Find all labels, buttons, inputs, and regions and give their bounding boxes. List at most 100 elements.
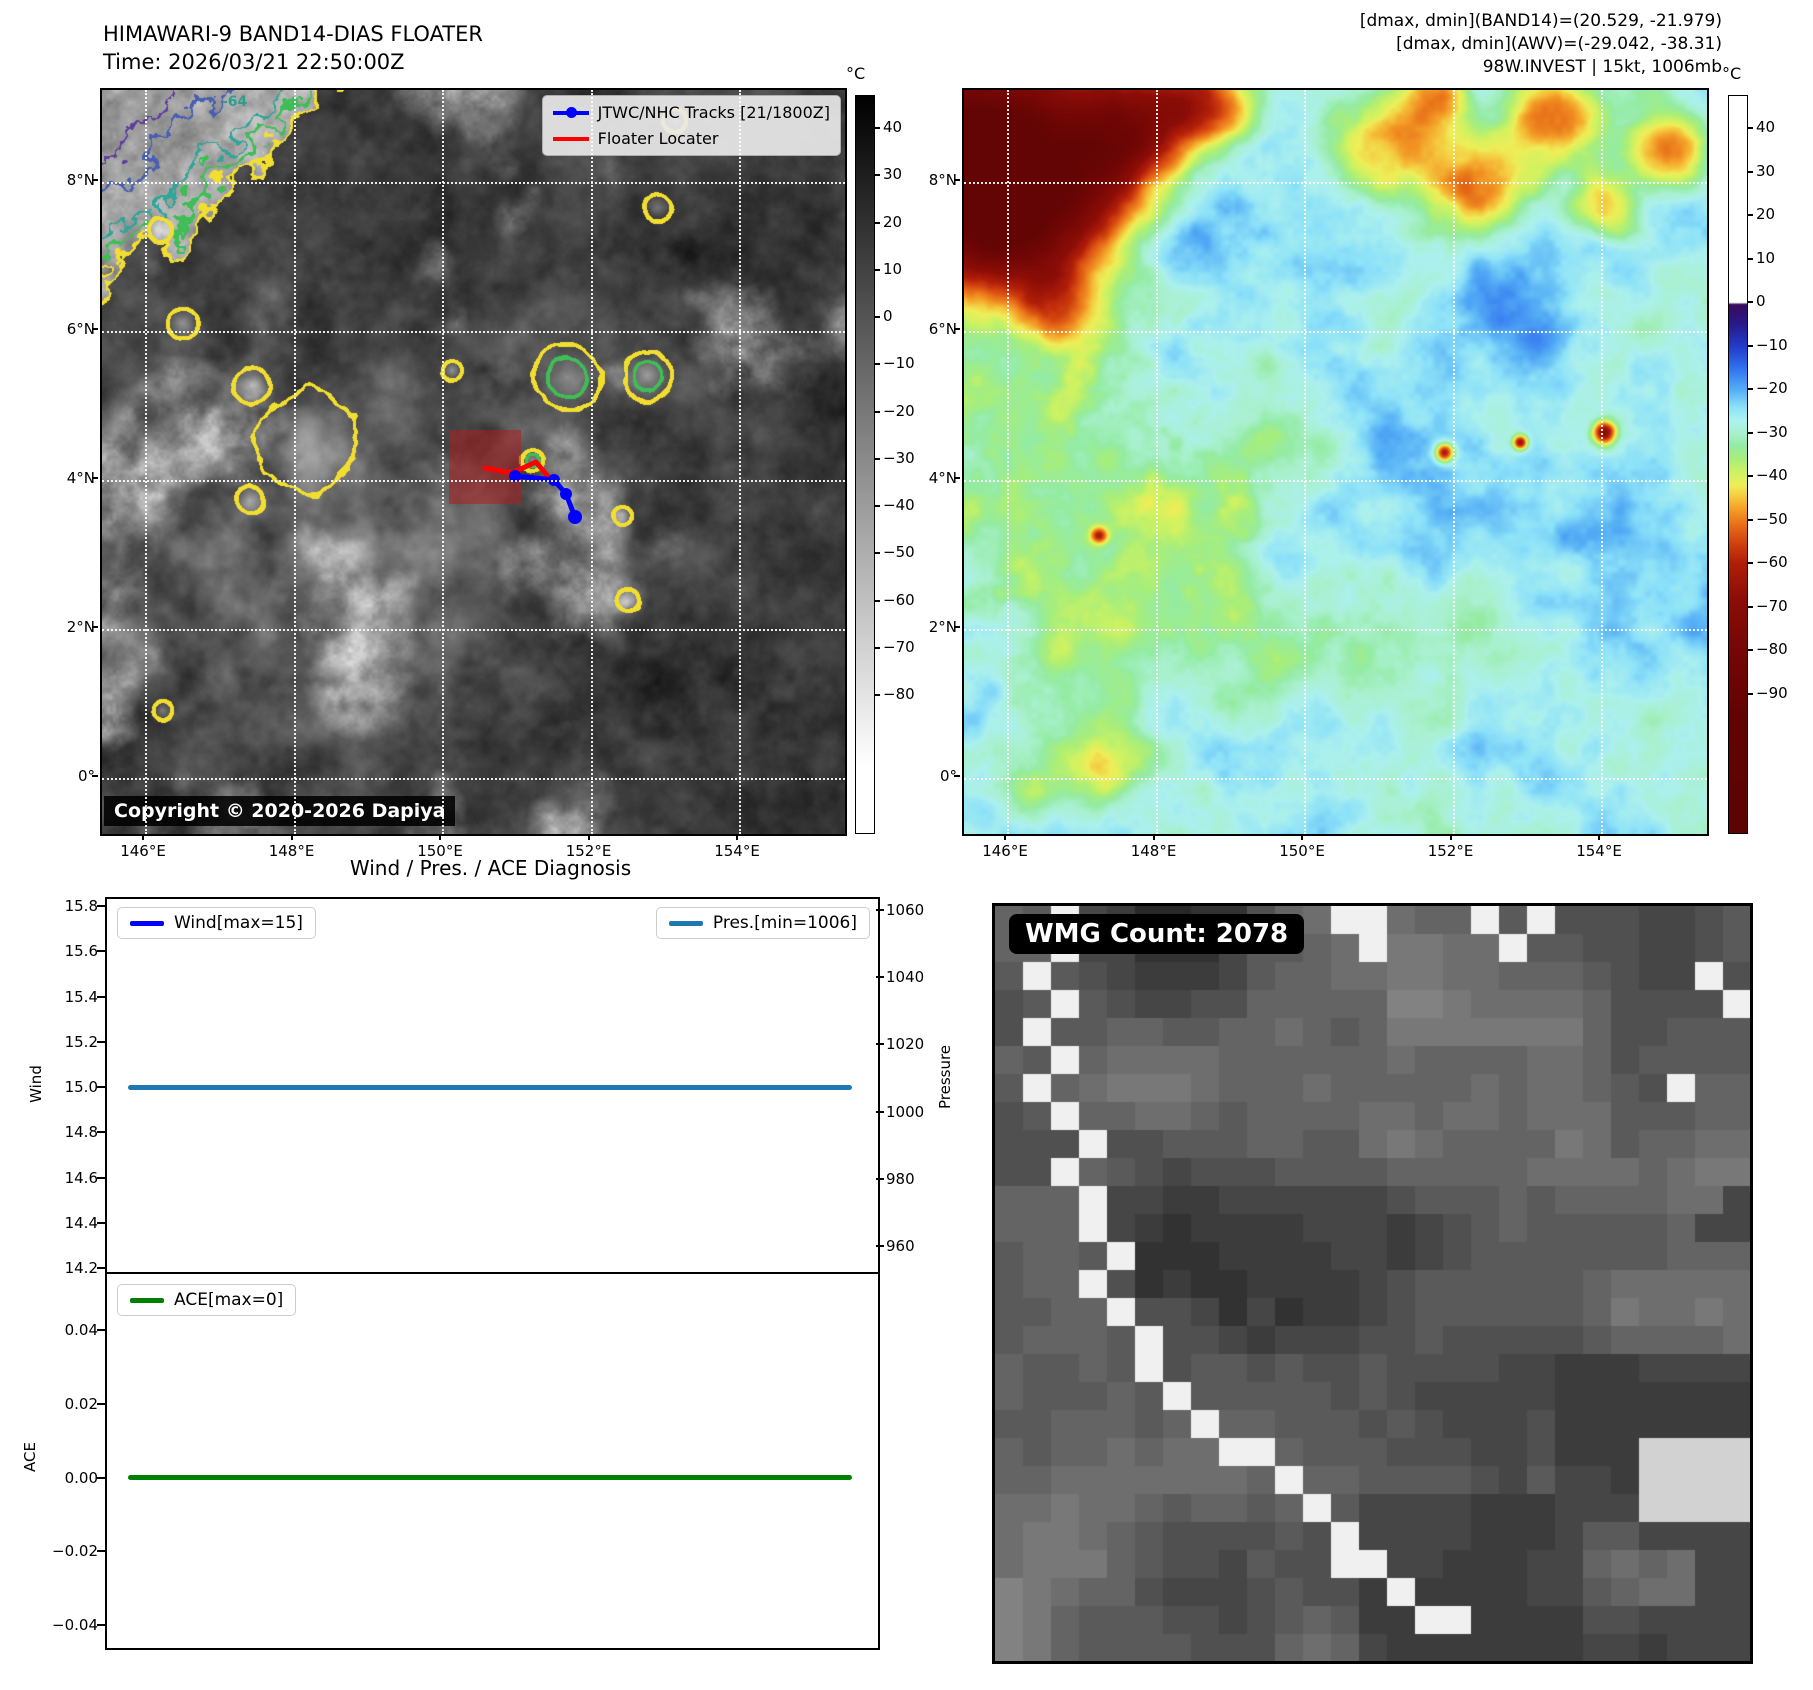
legend-row-floater: Floater Locater: [552, 129, 830, 148]
colorbar-tick-mark: [874, 646, 880, 649]
gridline-vertical: [590, 90, 593, 834]
lat-tick-label: 8°N: [928, 171, 957, 189]
contour-label: -64: [222, 94, 248, 110]
axis-tick-mark: [92, 328, 98, 330]
lon-tick-label: 152°E: [565, 842, 612, 860]
lat-tick-label: 0°: [77, 767, 95, 785]
gridline-horizontal: [964, 331, 1707, 333]
lon-tick-label: 148°E: [1130, 842, 1177, 860]
colorbar-tick-mark: [1747, 127, 1753, 129]
axis-tick-mark: [97, 1221, 105, 1224]
ace-tick-label: −0.02: [52, 1542, 98, 1561]
awv-colorbar-tick-label: 20: [1756, 205, 1776, 223]
awv-colorbar-tick-label: −90: [1756, 683, 1788, 702]
band14-colorbar: [855, 95, 875, 834]
ace-tick-label: 0.04: [64, 1321, 98, 1339]
lon-tick-label: 152°E: [1427, 842, 1474, 860]
awv-colorbar-tick-label: −40: [1756, 466, 1788, 484]
colorbar-tick-mark: [874, 457, 880, 460]
gridline-horizontal: [102, 331, 845, 333]
axis-tick-mark: [1004, 834, 1006, 840]
gridline-horizontal: [964, 629, 1707, 631]
wind-tick-label: 14.4: [64, 1213, 98, 1232]
axis-tick-mark: [92, 775, 98, 777]
wind-tick-label: 15.2: [64, 1032, 98, 1051]
axis-tick-mark: [954, 179, 960, 181]
axis-tick-mark: [876, 1043, 884, 1046]
band14-map: -64 JTWC/NHC Tracks [21/1800Z] Floater L…: [100, 88, 847, 836]
awv-colorbar: [1728, 95, 1748, 834]
awv-header: [dmax, dmin](BAND14)=(20.529, -21.979) […: [1360, 10, 1722, 79]
band14-colorbar-tick-label: 10: [883, 259, 903, 278]
lat-tick-label: 4°N: [66, 469, 95, 487]
ace-tick-label: 0.02: [64, 1394, 98, 1413]
pres-legend-label: Pres.[min=1006]: [712, 913, 857, 933]
ace-tick-label: −0.04: [52, 1616, 98, 1634]
wind-tick-label: 15.0: [64, 1078, 98, 1096]
wmg-panel: WMG Count: 2078: [992, 903, 1753, 1664]
gridline-vertical: [145, 90, 147, 834]
axis-tick-mark: [1449, 834, 1452, 840]
axis-tick-mark: [290, 834, 293, 840]
axis-tick-mark: [954, 477, 960, 479]
gridline-horizontal: [964, 480, 1707, 482]
track-point: [560, 488, 572, 500]
axis-tick-mark: [876, 1110, 884, 1113]
wmg-pixel-image: [995, 906, 1750, 1661]
axis-tick-mark: [92, 179, 98, 181]
band14-title-time: Time: 2026/03/21 22:50:00Z: [103, 50, 405, 74]
wmg-count-badge: WMG Count: 2078: [1009, 914, 1305, 954]
pressure-tick-label: 960: [886, 1237, 915, 1255]
colorbar-tick-mark: [1747, 692, 1753, 695]
band14-colorbar-tick-label: −70: [883, 637, 915, 656]
axis-tick-mark: [736, 834, 738, 840]
colorbar-tick-mark: [1747, 170, 1753, 173]
band14-colorbar-tick-label: 0: [883, 307, 893, 325]
lat-tick-label: 6°N: [66, 320, 95, 338]
colorbar-tick-mark: [874, 552, 880, 555]
gridline-horizontal: [102, 182, 845, 184]
axis-tick-mark: [587, 834, 590, 840]
ace-tick-label: 0.00: [64, 1468, 98, 1487]
awv-header-line2: [dmax, dmin](AWV)=(-29.042, -38.31): [1396, 34, 1722, 54]
band14-colorbar-tick-label: −50: [883, 543, 915, 562]
colorbar-tick-mark: [1747, 562, 1753, 564]
awv-colorbar-tick-label: −20: [1756, 379, 1788, 397]
axis-tick-mark: [97, 1267, 105, 1269]
awv-colorbar-tick-label: −50: [1756, 509, 1788, 528]
colorbar-tick-mark: [874, 174, 880, 177]
awv-colorbar-tick-label: 40: [1756, 118, 1776, 136]
axis-tick-mark: [97, 905, 105, 907]
awv-map: [962, 88, 1709, 836]
awv-colorbar-tick-label: 0: [1756, 292, 1766, 310]
floater-locater-track: [482, 459, 554, 483]
gridline-horizontal: [102, 778, 845, 780]
colorbar-tick-mark: [874, 268, 880, 271]
track-line-swatch: [552, 106, 589, 118]
band14-colorbar-tick-label: 30: [883, 165, 903, 184]
axis-tick-mark: [1598, 834, 1600, 840]
wind-legend-label: Wind[max=15]: [174, 913, 303, 933]
gridline-vertical: [442, 90, 444, 834]
lat-tick-label: 8°N: [66, 171, 95, 189]
legend-track-label: JTWC/NHC Tracks [21/1800Z]: [597, 103, 830, 122]
awv-colorbar-unit: °C: [1722, 64, 1742, 83]
lat-tick-label: 2°N: [928, 618, 957, 636]
gridline-vertical: [1452, 90, 1455, 834]
wind-tick-label: 14.8: [64, 1123, 98, 1142]
legend-row-track: JTWC/NHC Tracks [21/1800Z]: [552, 103, 830, 122]
pressure-tick-label: 980: [886, 1169, 915, 1188]
legend-floater-label: Floater Locater: [597, 129, 719, 148]
ace-legend: ACE[max=0]: [117, 1284, 297, 1316]
colorbar-tick-mark: [1747, 649, 1753, 651]
gridline-vertical: [1155, 90, 1158, 834]
wind-line-swatch: [130, 920, 164, 926]
colorbar-tick-mark: [874, 316, 880, 318]
colorbar-tick-mark: [874, 221, 880, 224]
colorbar-tick-mark: [1747, 301, 1753, 303]
band14-colorbar-tick-label: 20: [883, 212, 903, 231]
axis-tick-mark: [97, 1176, 105, 1179]
axis-tick-mark: [97, 1131, 105, 1134]
wind-tick-label: 15.4: [64, 987, 98, 1006]
